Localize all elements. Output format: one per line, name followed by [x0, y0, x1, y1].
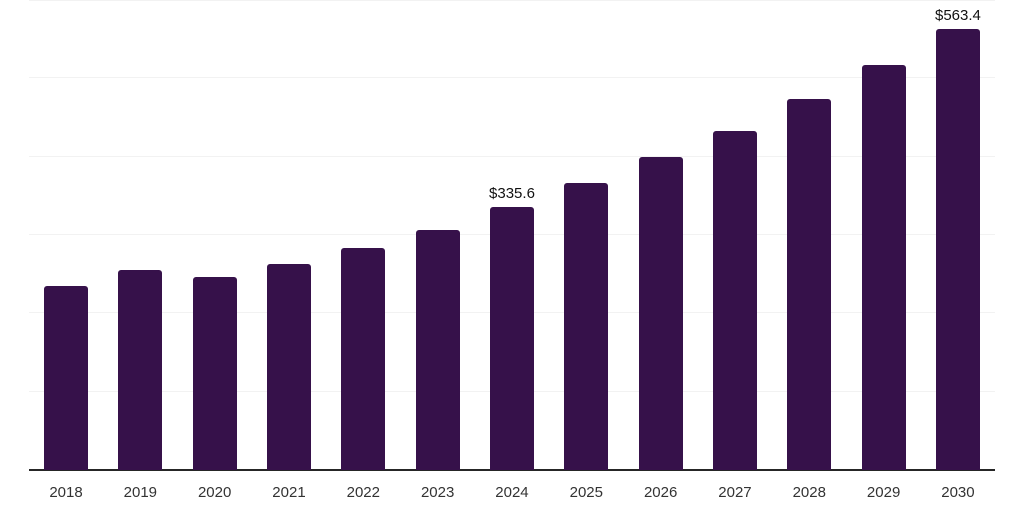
x-axis-line [29, 469, 995, 471]
x-tick-label-2021: 2021 [272, 484, 306, 501]
bar-group-2022 [341, 0, 386, 470]
x-tick-label-2025: 2025 [569, 484, 603, 501]
bar-2028 [787, 98, 832, 470]
x-tick-label-2030: 2030 [941, 484, 975, 501]
bar-group-2024: $335.6 [489, 0, 535, 470]
bar-group-2026 [638, 0, 683, 470]
bar-group-2020 [192, 0, 237, 470]
bar-2018 [44, 285, 88, 470]
gridline-400 [29, 156, 995, 157]
x-tick-label-2024: 2024 [495, 484, 529, 501]
x-axis-labels: 2018 2019 2020 2021 2022 2023 2024 2025 2026 2027… [44, 485, 980, 500]
bar-2023 [415, 229, 460, 470]
bar-2019 [118, 270, 163, 470]
bars-container: $335.6 $563.4 [44, 0, 981, 470]
bar-group-2018 [44, 0, 88, 470]
bar-group-2025 [564, 0, 609, 470]
bar-2030 [935, 28, 980, 470]
gridline-500 [29, 77, 995, 78]
bar-value-label-2030: $563.4 [935, 6, 981, 24]
x-tick-label-2018: 2018 [49, 484, 83, 501]
x-tick-label-2019: 2019 [123, 484, 158, 501]
bar-group-2019 [118, 0, 163, 470]
bar-2024 [489, 207, 534, 470]
x-tick-label-2026: 2026 [643, 484, 678, 501]
bar-2027 [712, 130, 757, 470]
bar-group-2028 [787, 0, 832, 470]
bar-2022 [341, 247, 386, 470]
x-tick-label-2027: 2027 [718, 484, 752, 501]
bar-2025 [564, 183, 609, 470]
bar-group-2027 [712, 0, 757, 470]
bar-group-2023 [415, 0, 460, 470]
x-tick-label-2029: 2029 [866, 484, 901, 501]
x-tick-label-2023: 2023 [420, 484, 455, 501]
gridline-600 [29, 0, 995, 1]
x-tick-label-2020: 2020 [197, 484, 232, 501]
x-tick-label-2022: 2022 [346, 484, 380, 501]
bar-2020 [192, 277, 237, 470]
x-tick-label-2028: 2028 [792, 484, 826, 501]
bar-group-2021 [266, 0, 311, 470]
bar-group-2029 [861, 0, 906, 470]
bar-2029 [861, 65, 906, 470]
bar-2021 [266, 264, 311, 470]
bar-value-label-2024: $335.6 [489, 185, 535, 203]
bar-2026 [638, 157, 683, 470]
bar-group-2030: $563.4 [935, 0, 981, 470]
